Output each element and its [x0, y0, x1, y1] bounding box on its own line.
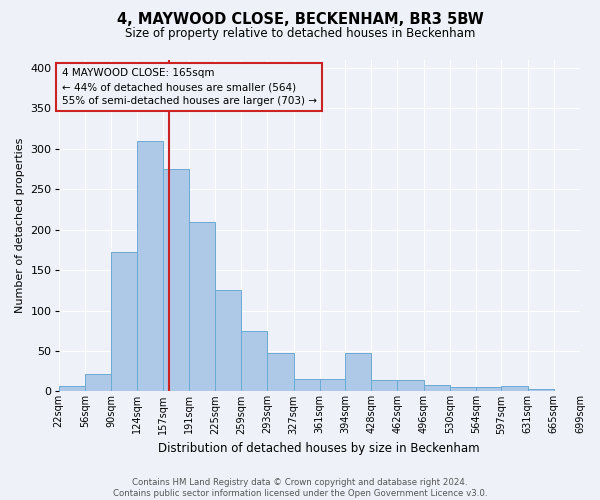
- Bar: [527, 389, 554, 392]
- Bar: [293, 380, 320, 392]
- Bar: [241, 331, 268, 392]
- Bar: [320, 380, 345, 392]
- Bar: [397, 380, 424, 392]
- Bar: [163, 169, 189, 392]
- Bar: [476, 388, 502, 392]
- Bar: [345, 352, 371, 392]
- Text: 4, MAYWOOD CLOSE, BECKENHAM, BR3 5BW: 4, MAYWOOD CLOSE, BECKENHAM, BR3 5BW: [116, 12, 484, 28]
- Bar: [137, 141, 163, 392]
- Bar: [268, 352, 293, 392]
- Bar: [450, 388, 476, 392]
- Text: 4 MAYWOOD CLOSE: 165sqm
← 44% of detached houses are smaller (564)
55% of semi-d: 4 MAYWOOD CLOSE: 165sqm ← 44% of detache…: [62, 68, 317, 106]
- Bar: [59, 386, 85, 392]
- Bar: [424, 385, 450, 392]
- Bar: [502, 386, 527, 392]
- Bar: [215, 290, 241, 392]
- Bar: [189, 222, 215, 392]
- Text: Contains HM Land Registry data © Crown copyright and database right 2024.
Contai: Contains HM Land Registry data © Crown c…: [113, 478, 487, 498]
- Text: Size of property relative to detached houses in Beckenham: Size of property relative to detached ho…: [125, 28, 475, 40]
- Y-axis label: Number of detached properties: Number of detached properties: [15, 138, 25, 314]
- Bar: [371, 380, 397, 392]
- X-axis label: Distribution of detached houses by size in Beckenham: Distribution of detached houses by size …: [158, 442, 480, 455]
- Bar: [85, 374, 111, 392]
- Bar: [111, 252, 137, 392]
